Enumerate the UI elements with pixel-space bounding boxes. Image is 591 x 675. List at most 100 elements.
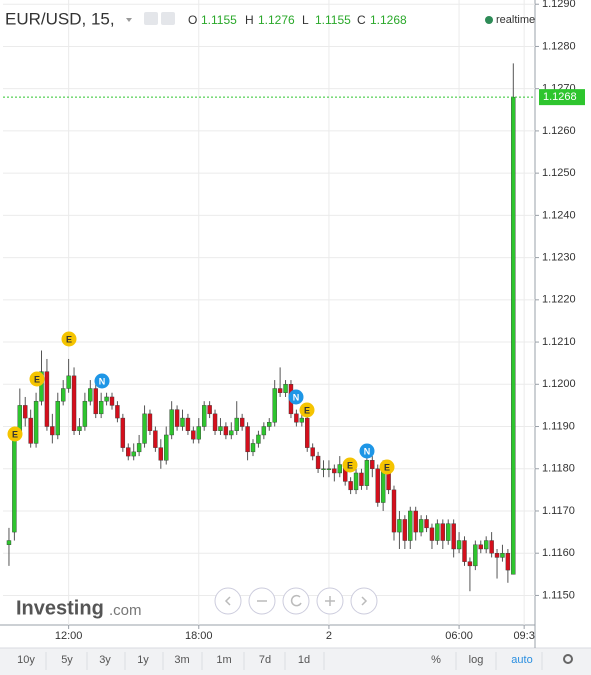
gear[interactable] [563, 654, 573, 664]
candle-body [467, 561, 473, 567]
event-marker[interactable] [94, 373, 110, 389]
range-button[interactable]: 7d [259, 654, 271, 666]
candle-body [408, 510, 413, 541]
event-marker[interactable] [7, 426, 23, 442]
range-button[interactable]: 1d [298, 654, 310, 666]
candle-body [511, 96, 516, 575]
y-tick-label: 1.1230 [542, 252, 576, 264]
candle-body [370, 460, 375, 469]
candle-body [88, 388, 93, 402]
candle-body [440, 523, 446, 541]
candle-body [267, 422, 272, 427]
candle-body [435, 523, 440, 541]
icon [290, 594, 302, 607]
candle-body [71, 375, 77, 431]
range-button[interactable]: 1y [137, 654, 149, 666]
candle-body [277, 388, 283, 393]
ohlc-label: C [357, 13, 366, 27]
candle-body [218, 426, 223, 431]
event-marker[interactable] [359, 443, 375, 459]
event-marker[interactable] [342, 457, 358, 473]
grid: 1.1150 1.1160 1.1170 1.1180 1.1190 1.1200 1.12… [3, 0, 576, 642]
candle-body [158, 447, 164, 461]
last-price-box [539, 89, 585, 106]
candle-body [294, 413, 299, 423]
candle-body [418, 519, 424, 533]
candle-body [223, 426, 229, 436]
candle-body [185, 417, 191, 431]
candle-body [191, 430, 196, 440]
y-tick-label: 1.1210 [542, 336, 576, 348]
candle-body [332, 468, 337, 474]
candle-body [239, 417, 245, 427]
scale-button[interactable]: log [469, 654, 484, 666]
ohlc-label: H [245, 13, 254, 27]
y-tick-label: 1.1240 [542, 209, 576, 221]
candle-body [402, 519, 408, 541]
range-button[interactable]: 5y [61, 654, 73, 666]
gear-icon[interactable] [563, 654, 573, 664]
candle-body [207, 405, 212, 415]
candle-body [305, 417, 310, 448]
candle-body [478, 544, 483, 550]
candle-body [375, 468, 380, 503]
event-marker[interactable] [288, 389, 304, 405]
candle-body [451, 523, 456, 550]
ohlc-label: O [188, 13, 197, 27]
candle-body [462, 540, 467, 562]
candle-body [126, 447, 131, 457]
visibility-icon[interactable] [144, 12, 158, 25]
y-tick-label: 1.1180 [542, 463, 575, 475]
candle-body [180, 417, 185, 427]
candle-body [66, 375, 71, 389]
candle-body [359, 472, 364, 486]
reset-button[interactable] [282, 587, 310, 615]
candle-body [234, 417, 239, 431]
dropdown-caret[interactable] [126, 18, 132, 22]
candle-body [494, 553, 500, 558]
ohlc-value: 1.1155 [201, 13, 237, 27]
logo: Investing [16, 597, 104, 619]
range-button[interactable]: 1m [216, 654, 231, 666]
scale-button[interactable]: % [431, 654, 441, 666]
toolbar [0, 648, 591, 675]
candle-body [245, 426, 250, 453]
event-marker[interactable] [379, 459, 395, 475]
event-marker[interactable] [29, 371, 45, 387]
event-marker[interactable] [299, 402, 315, 418]
candle-body [104, 396, 109, 402]
event-label: E [304, 405, 310, 415]
y-tick-label: 1.1190 [542, 420, 575, 432]
settings-icon[interactable] [161, 12, 175, 25]
scale-button[interactable]: auto [511, 654, 532, 666]
logo-suffix: .com [109, 602, 142, 619]
candle-body [142, 413, 147, 444]
range-button[interactable]: 3m [174, 654, 189, 666]
realtime-dot [485, 16, 493, 24]
candle-body [201, 405, 207, 427]
range-button[interactable]: 3y [99, 654, 111, 666]
candle-body [28, 417, 33, 444]
candle-body [98, 400, 104, 415]
scroll-right-button[interactable] [350, 587, 378, 615]
scroll-left-button[interactable] [214, 587, 242, 615]
realtime-label: realtime [496, 14, 535, 26]
candle-body [23, 405, 28, 419]
y-tick-label: 1.1170 [542, 505, 575, 517]
candle-body [50, 426, 55, 436]
y-tick-label: 1.1150 [542, 589, 575, 601]
candle-body [229, 430, 234, 436]
candle-body [115, 405, 120, 419]
candle-body [174, 409, 180, 427]
symbol-title: EUR/USD, 15, [5, 9, 115, 28]
candle-body [299, 417, 305, 423]
candle-body [196, 426, 201, 440]
event-marker[interactable] [61, 331, 77, 347]
candle-body [261, 426, 267, 436]
ohlc-value: 1.1276 [258, 13, 295, 27]
range-button[interactable]: 10y [17, 654, 35, 666]
candle-body [283, 384, 288, 393]
